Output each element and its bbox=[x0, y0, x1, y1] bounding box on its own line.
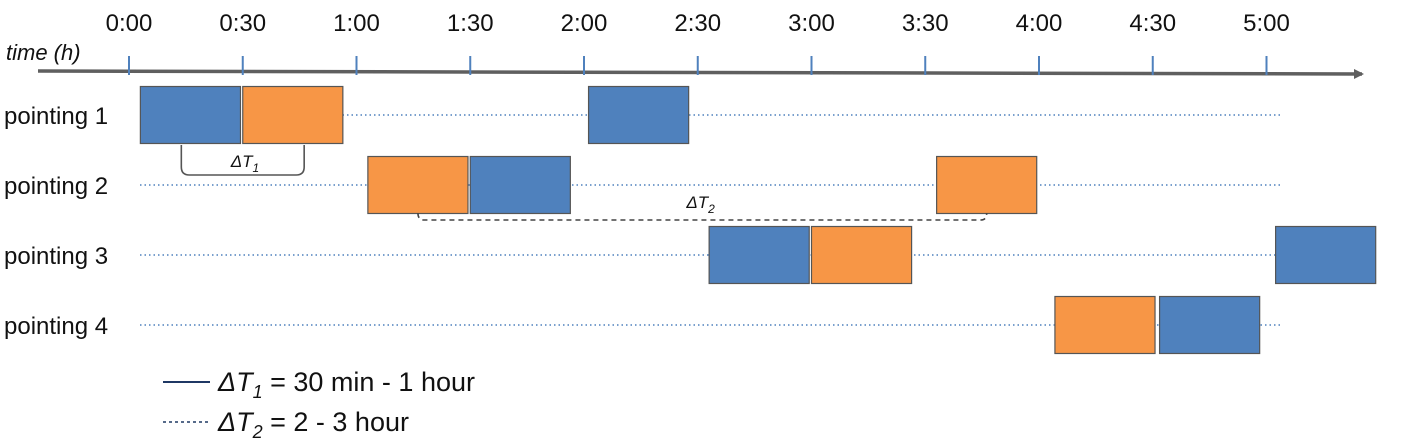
row-label: pointing 1 bbox=[4, 103, 108, 130]
delta-t2-symbol: ΔT bbox=[685, 193, 709, 212]
axis-tick-label: 0:00 bbox=[106, 10, 153, 37]
time-axis: time (h) 0:00 0:30 1:00 1:30 2:00 2:30 3:00 3:3… bbox=[6, 10, 1364, 79]
axis-tick-label: 3:00 bbox=[788, 10, 835, 37]
legend-item-1: ΔT1 = 30 min - 1 hour bbox=[217, 367, 475, 402]
legend: ΔT1 = 30 min - 1 hour ΔT2 = 2 - 3 hour bbox=[163, 367, 475, 442]
axis-tick-label: 2:00 bbox=[561, 10, 608, 37]
legend-item-2: ΔT2 = 2 - 3 hour bbox=[217, 407, 409, 442]
observation-block-blue bbox=[1274, 225, 1377, 285]
observation-blocks bbox=[139, 85, 1377, 355]
delta-t1-bracket: ΔT1 bbox=[180, 145, 305, 176]
axis-tick-label: 4:30 bbox=[1129, 10, 1176, 37]
observation-block-blue bbox=[469, 155, 571, 215]
observation-block-orange bbox=[936, 155, 1038, 215]
delta-t2-sub: 2 bbox=[707, 202, 715, 216]
legend-2-sub: 2 bbox=[252, 422, 263, 442]
legend-1-symbol: ΔT bbox=[217, 367, 255, 397]
delta-t2-bracket-line bbox=[417, 212, 988, 221]
legend-1-sub: 1 bbox=[253, 382, 263, 402]
delta-t2-label: ΔT2 bbox=[685, 193, 715, 216]
axis-label: time (h) bbox=[6, 40, 81, 65]
observation-block-orange bbox=[810, 225, 913, 285]
observation-block-blue bbox=[587, 85, 690, 145]
axis-tick-label: 0:30 bbox=[219, 10, 266, 37]
time-axis-line bbox=[37, 68, 1364, 79]
axis-tick-label: 1:30 bbox=[447, 10, 494, 37]
row-label: pointing 2 bbox=[4, 173, 108, 200]
observation-block-blue bbox=[139, 85, 242, 145]
delta-t1-symbol: ΔT bbox=[230, 152, 254, 171]
delta-t2-bracket: ΔT2 bbox=[417, 193, 988, 221]
axis-tick-label: 3:30 bbox=[902, 10, 949, 37]
delta-t1-sub: 1 bbox=[253, 161, 260, 175]
delta-t1-label: ΔT1 bbox=[230, 152, 259, 175]
observation-block-blue bbox=[708, 225, 810, 285]
observation-block-orange bbox=[1054, 295, 1156, 355]
axis-ticks: 0:00 0:30 1:00 1:30 2:00 2:30 3:00 3:30 4:00 4:30… bbox=[106, 10, 1290, 75]
axis-tick-label: 2:30 bbox=[674, 10, 721, 37]
legend-1-text: = 30 min - 1 hour bbox=[263, 367, 475, 397]
observation-block-blue bbox=[1158, 295, 1261, 355]
observation-block-orange bbox=[367, 155, 469, 215]
axis-tick-label: 1:00 bbox=[333, 10, 380, 37]
row-label: pointing 4 bbox=[4, 313, 108, 340]
row-label: pointing 3 bbox=[4, 243, 108, 270]
observation-block-orange bbox=[242, 85, 344, 145]
axis-tick-label: 4:00 bbox=[1016, 10, 1063, 37]
delta-t1-bracket-line bbox=[180, 145, 305, 176]
axis-tick-label: 5:00 bbox=[1243, 10, 1290, 37]
legend-2-symbol: ΔT bbox=[217, 407, 255, 437]
legend-2-text: = 2 - 3 hour bbox=[263, 407, 409, 437]
